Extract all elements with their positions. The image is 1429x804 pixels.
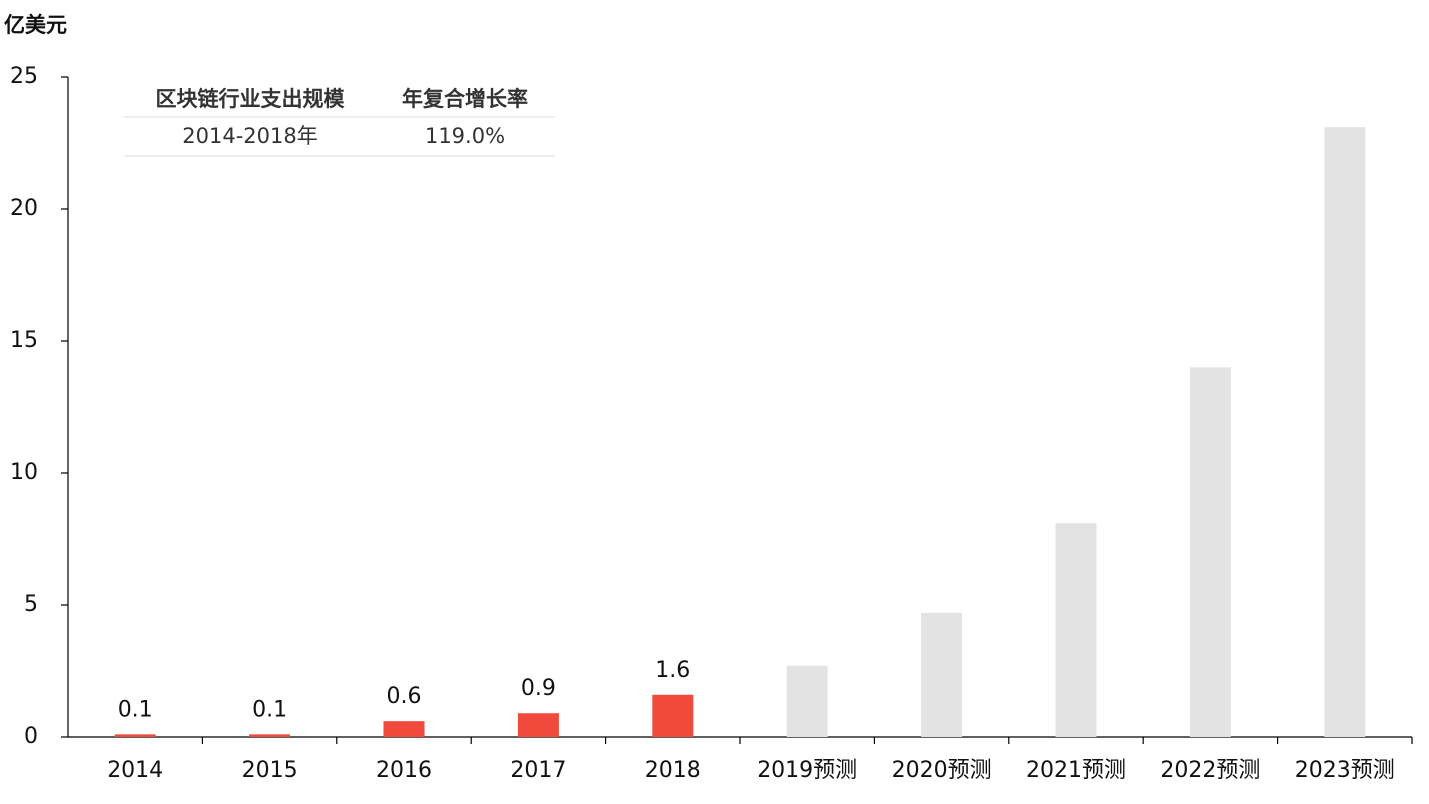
bar (1055, 523, 1097, 737)
y-tick-label: 15 (10, 328, 38, 353)
y-tick-label: 25 (10, 64, 38, 89)
x-tick-label: 2022预测 (1160, 758, 1260, 783)
bar (1189, 367, 1231, 737)
bar (517, 713, 559, 737)
value-label: 0.6 (387, 684, 422, 709)
x-tick-label: 2018 (645, 758, 701, 783)
table-cell: 119.0% (425, 124, 505, 148)
value-label: 0.9 (521, 676, 556, 701)
bar (1324, 127, 1366, 737)
x-tick-label: 2014 (107, 758, 163, 783)
y-axis-label: 亿美元 (4, 13, 67, 37)
table-header: 年复合增长率 (402, 87, 528, 111)
bar (383, 721, 425, 737)
x-tick-label: 2017 (510, 758, 566, 783)
bar (249, 734, 291, 737)
bar (652, 694, 694, 737)
x-tick-label: 2020预测 (892, 758, 992, 783)
value-label: 0.1 (118, 697, 153, 722)
value-label: 1.6 (655, 658, 690, 683)
y-tick-label: 10 (10, 460, 38, 485)
y-tick-label: 5 (24, 592, 38, 617)
table-header: 区块链行业支出规模 (156, 87, 346, 111)
table-cell: 2014-2018年 (182, 124, 317, 148)
x-tick-label: 2021预测 (1026, 758, 1126, 783)
x-tick-label: 2019预测 (757, 758, 857, 783)
x-tick-label: 2023预测 (1295, 758, 1395, 783)
bar (921, 612, 963, 737)
y-tick-label: 0 (24, 724, 38, 749)
x-tick-label: 2015 (242, 758, 298, 783)
y-tick-label: 20 (10, 196, 38, 221)
bar (786, 665, 828, 737)
bar (114, 734, 156, 737)
value-label: 0.1 (252, 697, 287, 722)
x-tick-label: 2016 (376, 758, 432, 783)
